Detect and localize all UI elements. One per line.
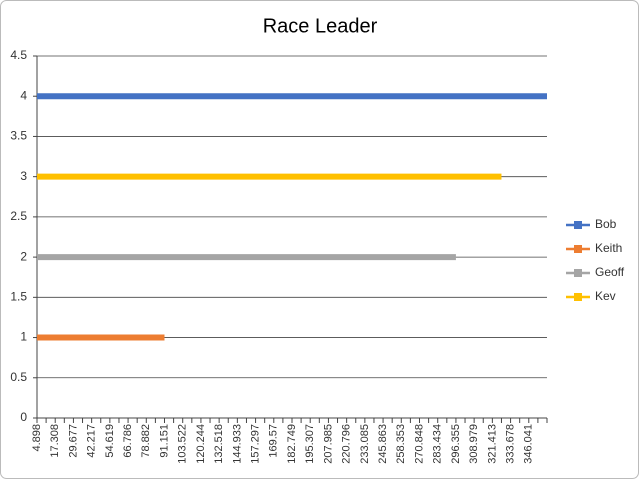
- x-tick-label: 169.57: [268, 424, 280, 458]
- x-tick-label: 54.619: [104, 424, 116, 458]
- x-tick-label: 346.041: [523, 424, 535, 464]
- y-tick-label: 0.5: [10, 370, 27, 384]
- x-tick-label: 4.898: [31, 424, 43, 452]
- y-tick-label: 0: [20, 410, 27, 424]
- x-tick-label: 144.933: [231, 424, 243, 464]
- chart-title: Race Leader: [263, 15, 378, 37]
- x-tick-label: 220.796: [341, 424, 353, 464]
- x-tick-label: 258.353: [395, 424, 407, 464]
- legend-label: Bob: [595, 217, 617, 231]
- x-tick-label: 333.678: [504, 424, 516, 464]
- y-tick-label: 2: [20, 249, 27, 263]
- legend-marker: [574, 221, 582, 229]
- legend-label: Keith: [595, 241, 622, 255]
- x-tick-label: 78.882: [140, 424, 152, 458]
- y-tick-label: 2.5: [10, 209, 27, 223]
- x-tick-label: 283.434: [432, 424, 444, 464]
- x-tick-label: 245.863: [377, 424, 389, 464]
- legend-marker: [574, 293, 582, 301]
- legend-marker: [574, 245, 582, 253]
- y-tick-label: 4: [20, 88, 27, 102]
- x-tick-label: 296.355: [450, 424, 462, 464]
- x-tick-label: 195.307: [304, 424, 316, 464]
- y-tick-label: 1: [20, 330, 27, 344]
- x-tick-label: 103.522: [177, 424, 189, 464]
- x-tick-label: 182.749: [286, 424, 298, 464]
- y-tick-label: 1.5: [10, 290, 27, 304]
- legend-label: Kev: [595, 289, 616, 303]
- x-tick-label: 91.151: [158, 424, 170, 458]
- x-tick-label: 132.518: [213, 424, 225, 464]
- y-tick-label: 3: [20, 169, 27, 183]
- x-tick-label: 29.677: [67, 424, 79, 458]
- legend-marker: [574, 269, 582, 277]
- x-tick-label: 66.786: [122, 424, 134, 458]
- x-tick-label: 207.985: [322, 424, 334, 464]
- x-tick-label: 157.297: [249, 424, 261, 464]
- x-tick-label: 233.085: [359, 424, 371, 464]
- x-tick-label: 321.413: [486, 424, 498, 464]
- x-tick-label: 42.217: [86, 424, 98, 458]
- x-tick-label: 308.979: [468, 424, 480, 464]
- legend-label: Geoff: [595, 265, 625, 279]
- x-tick-label: 270.848: [413, 424, 425, 464]
- x-tick-label: 17.308: [49, 424, 61, 458]
- y-tick-label: 3.5: [10, 129, 27, 143]
- y-tick-label: 4.5: [10, 48, 27, 62]
- x-tick-label: 120.244: [195, 424, 207, 464]
